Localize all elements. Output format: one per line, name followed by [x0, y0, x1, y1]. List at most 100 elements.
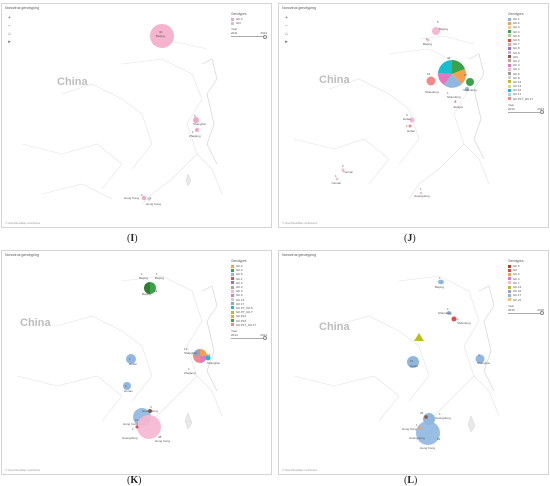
- pan-icon[interactable]: ▸: [285, 39, 288, 45]
- legend-item[interactable]: GII.9: [508, 51, 544, 55]
- legend-item[interactable]: GII.12: [508, 80, 544, 84]
- pie-marker[interactable]: [416, 421, 440, 445]
- pie-marker[interactable]: [409, 117, 415, 123]
- legend-item[interactable]: GII.P16: [231, 318, 267, 323]
- legend-item[interactable]: GII.P17_GII.17: [508, 97, 544, 101]
- slider-handle[interactable]: [540, 311, 544, 316]
- year-slider[interactable]: [508, 110, 544, 115]
- pie-marker[interactable]: [475, 354, 485, 364]
- pie-marker[interactable]: [144, 282, 156, 294]
- pie-marker[interactable]: [123, 382, 131, 390]
- pie-marker[interactable]: [437, 59, 467, 88]
- zoom-in-icon[interactable]: +: [8, 15, 11, 21]
- legend-item[interactable]: GII.8: [508, 76, 544, 80]
- pie-marker[interactable]: [193, 117, 199, 123]
- legend-item[interactable]: GII.21: [508, 298, 544, 302]
- legend-item[interactable]: GII.2: [231, 264, 267, 268]
- pie-marker[interactable]: [126, 354, 136, 364]
- pie-marker[interactable]: [341, 168, 345, 172]
- pie-marker[interactable]: [447, 311, 451, 315]
- legend-item[interactable]: GII.6: [231, 293, 267, 297]
- pie-marker[interactable]: [418, 426, 422, 430]
- legend-item[interactable]: GII.P7_GII.6: [231, 306, 267, 310]
- pie-marker[interactable]: [137, 415, 161, 439]
- pan-icon[interactable]: ▸: [8, 39, 11, 45]
- legend-item[interactable]: GII.P7_GII.7: [231, 310, 267, 314]
- legend-item[interactable]: GII.8: [508, 46, 544, 50]
- legend-item[interactable]: GII.P12: [231, 314, 267, 318]
- legend-item[interactable]: GII.4: [508, 277, 544, 281]
- legend-item[interactable]: GII.17: [231, 302, 267, 306]
- pie-marker[interactable]: [148, 409, 152, 413]
- legend-item[interactable]: GII.2: [508, 21, 544, 25]
- pie-marker[interactable]: [465, 87, 469, 91]
- pie-marker[interactable]: [453, 100, 457, 104]
- legend-item[interactable]: GII.2: [231, 281, 267, 285]
- legend-item[interactable]: GII.6: [508, 264, 544, 268]
- legend-item[interactable]: GIV: [231, 21, 267, 25]
- pie-marker[interactable]: [426, 38, 430, 42]
- legend-item[interactable]: GII.4: [231, 17, 267, 21]
- year-slider[interactable]: [508, 311, 544, 316]
- legend-item[interactable]: GII.16: [508, 289, 544, 293]
- legend-item[interactable]: GII.6: [231, 272, 267, 276]
- pie-marker[interactable]: [407, 356, 419, 368]
- legend-item[interactable]: GII.P17_GII.17: [231, 323, 267, 327]
- pie-marker[interactable]: [195, 128, 199, 132]
- slider-handle[interactable]: [263, 336, 267, 341]
- legend-item[interactable]: GII.3: [508, 25, 544, 29]
- slider-handle[interactable]: [540, 110, 544, 115]
- legend-item[interactable]: GII.3: [508, 63, 544, 67]
- legend-item[interactable]: GII.6: [508, 38, 544, 42]
- legend-item[interactable]: GII.17: [508, 293, 544, 297]
- legend-item[interactable]: GII.4: [508, 67, 544, 71]
- legend-swatch: [508, 272, 511, 276]
- panel-title: Norovirus genotyping: [282, 253, 316, 257]
- pie-marker[interactable]: [147, 197, 151, 201]
- legend-item[interactable]: GII.7: [508, 42, 544, 46]
- zoom-out-icon[interactable]: −: [8, 23, 11, 29]
- legend-item[interactable]: GII.17: [508, 92, 544, 96]
- pie-marker[interactable]: [141, 195, 147, 201]
- legend-item[interactable]: GII.4: [231, 289, 267, 293]
- legend-item[interactable]: GII.1: [231, 277, 267, 281]
- legend-item[interactable]: GII.3: [508, 272, 544, 276]
- legend-item[interactable]: GII: [508, 268, 544, 272]
- slider-handle[interactable]: [263, 34, 267, 39]
- zoom-out-icon[interactable]: −: [285, 23, 288, 29]
- pie-marker[interactable]: [335, 177, 339, 181]
- pie-marker[interactable]: [150, 24, 174, 48]
- legend-item[interactable]: GII.13: [508, 84, 544, 88]
- pie-marker[interactable]: [135, 425, 139, 429]
- legend-item[interactable]: GII.3: [231, 268, 267, 272]
- pie-marker[interactable]: [414, 333, 424, 341]
- pie-marker[interactable]: [451, 316, 457, 322]
- legend-item[interactable]: GII.7: [508, 281, 544, 285]
- home-icon[interactable]: ⌂: [284, 31, 289, 37]
- year-slider[interactable]: [231, 336, 267, 341]
- zoom-controls[interactable]: + − ⌂ ▸: [6, 14, 13, 46]
- legend-item[interactable]: GII.6: [508, 71, 544, 76]
- pie-marker[interactable]: [408, 124, 412, 128]
- legend-item[interactable]: GII.2: [508, 59, 544, 63]
- legend-item[interactable]: GII.1: [508, 17, 544, 21]
- legend-item[interactable]: GII.13: [231, 298, 267, 302]
- legend-item[interactable]: GII.3: [231, 285, 267, 289]
- legend-item[interactable]: GII.16: [508, 88, 544, 92]
- home-icon[interactable]: ⌂: [7, 31, 12, 37]
- pie-marker[interactable]: [424, 415, 428, 419]
- pie-marker[interactable]: [419, 191, 423, 195]
- pie-marker[interactable]: [466, 78, 474, 86]
- legend-item[interactable]: GII.4: [508, 30, 544, 34]
- year-slider[interactable]: [231, 34, 267, 39]
- legend-item[interactable]: GIII: [508, 55, 544, 59]
- legend-item[interactable]: GII.5: [508, 34, 544, 38]
- pie-marker[interactable]: [426, 76, 436, 86]
- zoom-in-icon[interactable]: +: [285, 15, 288, 21]
- pie-marker[interactable]: [193, 349, 207, 363]
- pie-marker[interactable]: [432, 27, 440, 35]
- pie-marker[interactable]: [205, 355, 211, 361]
- legend-item[interactable]: GII.13: [508, 285, 544, 289]
- pie-marker[interactable]: [438, 279, 444, 285]
- zoom-controls[interactable]: + − ⌂ ▸: [283, 14, 290, 46]
